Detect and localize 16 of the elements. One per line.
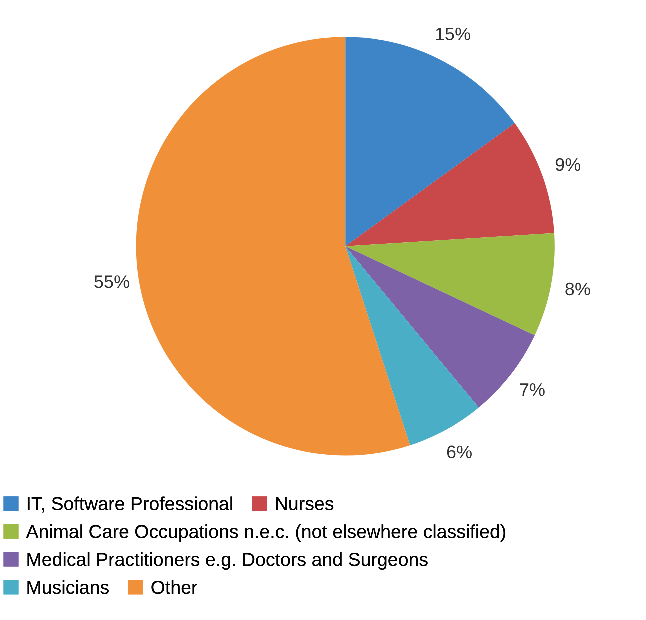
legend-label: Animal Care Occupations n.e.c. (not elsewhere classified) <box>26 524 506 542</box>
legend-label: Nurses <box>276 497 334 511</box>
data-label: 6% <box>447 446 472 459</box>
legend-label: Medical Practitioners e.g. Doctors and Surgeons <box>28 552 428 570</box>
pie-slice <box>346 123 554 246</box>
legend-label: Other <box>152 580 198 594</box>
pie-slice <box>346 246 480 446</box>
data-label: 15% <box>436 28 470 41</box>
pie-slice <box>346 233 555 336</box>
data-label: 9% <box>556 158 581 172</box>
pie-slice <box>136 37 410 456</box>
data-label: 8% <box>566 282 590 296</box>
data-label: 7% <box>520 384 545 396</box>
legend-label: IT, Software Professional <box>28 496 232 513</box>
legend-label: Musicians <box>28 580 109 594</box>
data-label: 55% <box>94 276 130 288</box>
